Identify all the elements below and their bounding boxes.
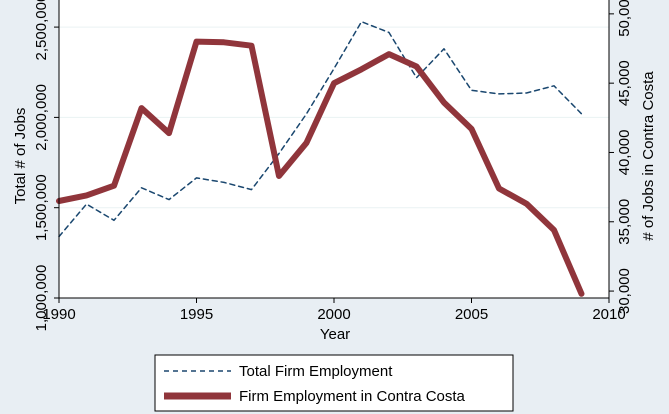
x-tick-label: 2000 [317, 306, 350, 323]
y-right-tick-label: 40,000 [616, 130, 633, 176]
series-lines [56, 20, 585, 297]
y-right-tick-label: 50,000 [616, 0, 633, 37]
y-right-tick-label: 35,000 [616, 199, 633, 245]
plot-area [59, 0, 609, 298]
y-left-tick-label: 1,000,000 [33, 265, 50, 332]
x-tick-label: 1995 [180, 306, 213, 323]
y-left-tick-label: 2,500,000 [33, 0, 50, 60]
tick-labels: 1990 1995 2000 2005 2010 1,000,000 1,500,000 2,… [33, 0, 633, 331]
legend-box [154, 354, 514, 412]
legend-label-total: Total Firm Employment [239, 363, 393, 380]
axes [54, 0, 614, 303]
y-right-tick-label: 45,000 [616, 60, 633, 106]
y-left-tick-label: 1,500,000 [33, 174, 50, 241]
y-left-tick-label: 2,000,000 [33, 84, 50, 151]
x-tick-label: 1990 [42, 306, 75, 323]
series-line-total-firm-employment [58, 20, 583, 238]
gridlines [59, 0, 609, 299]
y-axis-right-title: # of Jobs in Contra Costa [640, 71, 657, 241]
legend-label-contra-costa: Firm Employment in Contra Costa [239, 388, 466, 405]
legend: Total Firm Employment Firm Employment in… [154, 354, 514, 412]
series-line-contra-costa-employment [56, 38, 585, 297]
y-axis-left-title: Total # of Jobs [12, 108, 29, 205]
x-tick-label: 2010 [592, 306, 625, 323]
y-right-tick-label: 30,000 [616, 268, 633, 314]
x-tick-label: 2005 [455, 306, 488, 323]
x-axis-title: Year [320, 326, 350, 343]
